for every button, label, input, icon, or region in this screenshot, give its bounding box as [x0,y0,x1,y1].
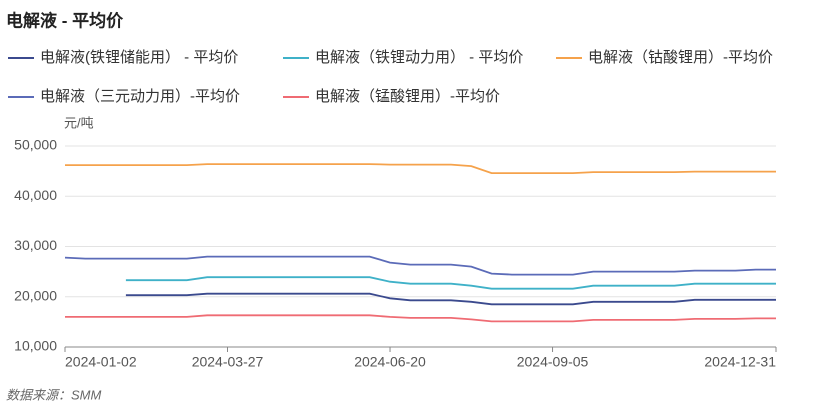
y-axis-label: 元/吨 [64,115,94,130]
x-tick-label: 2024-12-31 [704,354,776,370]
series-line [65,163,776,174]
legend-label: 电解液（钴酸锂用）-平均价 [588,49,773,66]
y-tick-label: 40,000 [14,187,57,203]
chart-title: 电解液 - 平均价 [6,10,124,30]
x-tick-label: 2024-01-02 [65,354,137,370]
series-line [125,292,776,306]
x-tick-label: 2024-06-20 [354,354,426,370]
y-tick-label: 20,000 [14,287,57,303]
series-line [125,276,776,290]
x-tick-label: 2024-09-05 [517,354,589,370]
series-line [65,314,776,323]
y-tick-label: 10,000 [14,338,57,354]
source-note: 数据来源：SMM [6,387,102,402]
series-line [64,255,776,276]
x-tick-label: 2024-03-27 [192,354,264,370]
legend-label: 电解液(铁锂储能用） - 平均价 [40,49,238,66]
legend-label: 电解液（三元动力用）-平均价 [40,88,240,105]
legend-label: 电解液（铁锂动力用） - 平均价 [315,49,523,66]
y-tick-label: 50,000 [14,137,57,153]
legend-label: 电解液（锰酸锂用）-平均价 [315,88,500,105]
y-tick-label: 30,000 [14,237,57,253]
